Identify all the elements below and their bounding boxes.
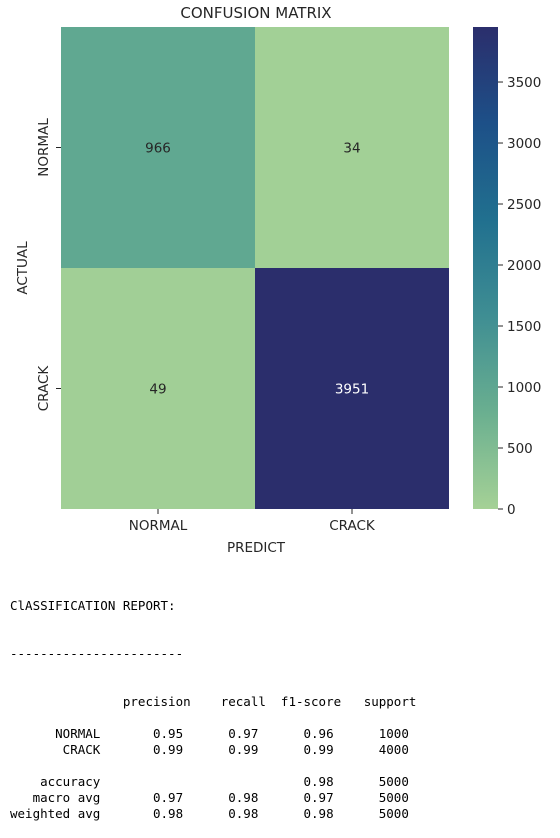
heatmap-cell bbox=[61, 27, 255, 268]
colorbar-tick-label: 0 bbox=[507, 502, 516, 518]
x-axis-label: PREDICT bbox=[227, 540, 286, 556]
chart-title: CONFUSION MATRIX bbox=[180, 4, 331, 22]
report-line: macro avg 0.97 0.98 0.97 5000 bbox=[10, 790, 409, 805]
x-tick-label: NORMAL bbox=[129, 518, 188, 534]
x-tick-label: CRACK bbox=[329, 518, 376, 534]
report-line: weighted avg 0.98 0.98 0.98 5000 bbox=[10, 806, 409, 821]
colorbar-tick-label: 3500 bbox=[507, 75, 541, 91]
cell-value-label: 966 bbox=[145, 141, 171, 157]
colorbar-tick-label: 2500 bbox=[507, 197, 541, 213]
report-line: CRACK 0.99 0.99 0.99 4000 bbox=[10, 742, 409, 757]
cell-value-label: 49 bbox=[149, 382, 166, 398]
colorbar-tick-label: 2000 bbox=[507, 258, 541, 274]
y-axis-label: ACTUAL bbox=[15, 241, 31, 295]
colorbar bbox=[473, 27, 498, 509]
cell-value-label: 3951 bbox=[335, 382, 369, 398]
report-line bbox=[10, 710, 416, 726]
report-line: accuracy 0.98 5000 bbox=[10, 774, 409, 789]
y-tick-label: CRACK bbox=[36, 365, 52, 412]
y-tick-label: NORMAL bbox=[36, 118, 52, 177]
colorbar-tick-label: 500 bbox=[507, 441, 533, 457]
report-line bbox=[10, 758, 416, 774]
classification-report: ClASSIFICATION REPORT: -----------------… bbox=[10, 566, 416, 838]
report-line: NORMAL 0.95 0.97 0.96 1000 bbox=[10, 726, 409, 741]
colorbar-tick-label: 3000 bbox=[507, 136, 541, 152]
colorbar-tick-label: 1500 bbox=[507, 319, 541, 335]
heatmap-cell bbox=[61, 268, 255, 509]
report-table: precision recall f1-score support NORMAL… bbox=[10, 694, 416, 822]
report-title: ClASSIFICATION REPORT: bbox=[10, 598, 176, 613]
confusion-matrix-chart: CONFUSION MATRIX 966 34 49 3951 NORMAL CRACK… bbox=[15, 4, 541, 556]
report-rule: ----------------------- bbox=[10, 646, 184, 661]
cell-value-label: 34 bbox=[343, 141, 360, 157]
colorbar-tick-label: 1000 bbox=[507, 380, 541, 396]
heatmap-cell bbox=[255, 27, 449, 268]
heatmap-cell bbox=[255, 268, 449, 509]
report-line: precision recall f1-score support bbox=[10, 694, 417, 709]
